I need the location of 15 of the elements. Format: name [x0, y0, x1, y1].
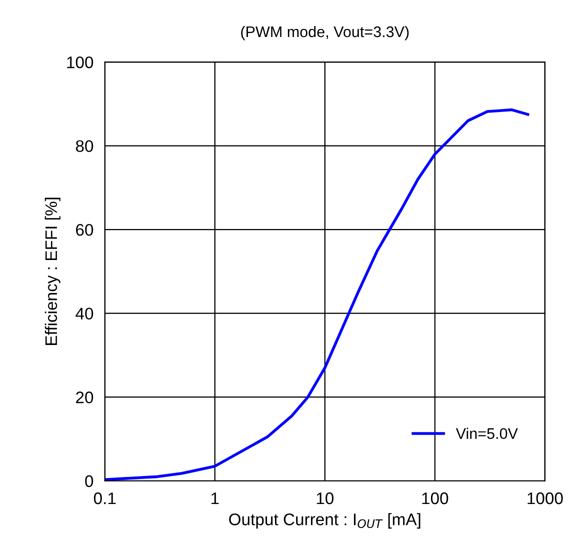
- x-tick-label: 100: [422, 492, 448, 504]
- y-tick-label: 40: [76, 308, 94, 320]
- x-tick-label: 10: [316, 492, 334, 504]
- x-tick-label: 1000: [528, 492, 563, 504]
- x-tick-label: 1: [212, 492, 219, 504]
- legend-label: Vin=5.0V: [456, 428, 518, 439]
- y-tick-label: 60: [76, 224, 94, 236]
- y-tick-label: 100: [67, 56, 94, 68]
- y-tick-label: 20: [76, 392, 94, 404]
- y-axis-title: Efficiency : EFFI [%]: [44, 198, 60, 345]
- x-axis-title: Output Current : I$_{OUT}$ [mA]: [229, 513, 420, 529]
- chart-title: (PWM mode, Vout=3.3V): [241, 26, 409, 40]
- x-tick-label: 0.1: [94, 492, 116, 504]
- y-tick-label: 80: [76, 140, 94, 152]
- y-tick-label: 0: [85, 475, 94, 488]
